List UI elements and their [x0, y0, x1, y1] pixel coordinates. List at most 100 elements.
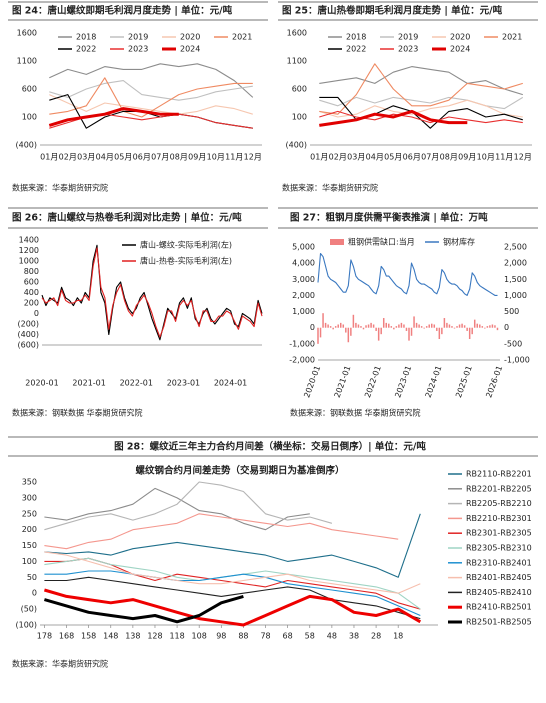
- bar: [423, 327, 425, 329]
- series-line: [44, 551, 421, 594]
- x-tick-label: 08月: [440, 153, 458, 162]
- x-tick-label: 168: [59, 632, 74, 641]
- bar: [405, 327, 408, 331]
- bar: [393, 327, 395, 330]
- legend-label: RB2501-RB2505: [466, 618, 532, 627]
- legend-label: RB2110-RB2201: [466, 470, 532, 479]
- legend-label: 2020: [450, 33, 470, 42]
- bar: [370, 322, 372, 328]
- bar: [400, 322, 403, 328]
- bar: [317, 327, 319, 344]
- x-tick-label: 2022-01: [363, 364, 383, 398]
- series-line: [43, 588, 422, 627]
- x-tick-label: 03月: [77, 153, 95, 162]
- x-tick-label: 118: [169, 632, 184, 641]
- bar: [456, 326, 458, 328]
- legend-label: RB2305-RB2310: [466, 544, 532, 553]
- bar: [458, 324, 461, 328]
- bar: [342, 324, 345, 328]
- series-line: [319, 110, 523, 124]
- x-tick-label: 18: [393, 632, 403, 641]
- series-line: [43, 594, 244, 624]
- chart-title: 图 26：唐山螺纹与热卷毛利润对比走势 | 单位：元/吨: [12, 212, 242, 224]
- bar: [418, 324, 420, 328]
- series-line: [41, 247, 263, 338]
- legend-label: 唐山-螺纹-实际毛利润(左): [140, 240, 232, 250]
- y2-tick-label: 2,000: [504, 259, 527, 268]
- bar: [446, 322, 448, 328]
- series-line: [319, 99, 523, 118]
- x-tick-label: 98: [216, 632, 226, 641]
- x-tick-label: 88: [238, 632, 248, 641]
- y-tick-label: (400): [17, 330, 39, 339]
- bar: [471, 327, 473, 335]
- x-tick-label: 158: [81, 632, 96, 641]
- bar: [347, 327, 350, 343]
- bar: [481, 326, 484, 328]
- x-tick-label: 11月: [495, 153, 513, 162]
- bar: [345, 327, 347, 333]
- source-note: 数据来源：钢联数据 华泰期货研究院: [12, 408, 143, 418]
- x-tick-label: 09月: [458, 153, 476, 162]
- y-tick-label: 300: [22, 493, 37, 502]
- y2-tick-label: 500: [504, 307, 519, 316]
- legend-label: RB2301-RB2305: [466, 529, 532, 538]
- y-tick-label: (100): [15, 621, 37, 630]
- x-tick-label: 108: [192, 632, 207, 641]
- legend-label: RB2410-RB2501: [466, 603, 532, 612]
- source-note: 数据来源：华泰期货研究院: [12, 183, 108, 193]
- y-tick-label: 1600: [17, 29, 37, 38]
- y-tick-label: 50: [27, 573, 37, 582]
- x-tick-label: 48: [327, 632, 337, 641]
- bar: [489, 325, 491, 328]
- chart-title: 图 25：唐山热卷即期毛利润月度走势 | 单位：元/吨: [282, 5, 503, 17]
- x-tick-label: 2020-01: [25, 379, 58, 388]
- source-note: 数据来源：钢联数据 华泰期货研究院: [290, 408, 421, 418]
- bar: [479, 324, 481, 328]
- x-tick-label: 2024-01: [214, 379, 247, 388]
- y-tick-label: 1400: [19, 236, 39, 245]
- x-tick-label: 06月: [403, 153, 421, 162]
- series-line: [44, 570, 421, 617]
- bar: [473, 319, 476, 328]
- bar: [433, 324, 436, 328]
- x-tick-label: 38: [349, 632, 359, 641]
- series-line: [44, 576, 421, 620]
- y-tick-label: (600): [17, 341, 39, 350]
- legend-label: RB2201-RB2205: [466, 484, 532, 493]
- y-tick-label: 400: [24, 288, 39, 297]
- y-tick-label: (400): [15, 141, 37, 150]
- x-tick-label: 2023-01: [167, 379, 200, 388]
- legend-label: RB2210-RB2301: [466, 514, 532, 523]
- x-tick-label: 09月: [188, 153, 206, 162]
- y-tick-label: 1000: [19, 257, 39, 266]
- y-tick-label: 1100: [287, 57, 307, 66]
- bar: [494, 325, 496, 328]
- bar: [468, 327, 471, 340]
- y-tick-label: 200: [24, 299, 39, 308]
- bar: [324, 322, 327, 328]
- y-tick-label: 800: [24, 267, 39, 276]
- x-tick-label: 2020-01: [302, 364, 322, 398]
- series-line: [319, 63, 523, 115]
- series-line: [49, 77, 253, 118]
- legend-label: 2018: [346, 33, 366, 42]
- x-tick-label: 04月: [366, 153, 384, 162]
- legend-label: 2019: [128, 33, 148, 42]
- bar: [415, 322, 418, 328]
- y-tick-label: 100: [292, 113, 307, 122]
- x-tick-label: 05月: [384, 153, 402, 162]
- source-note: 数据来源：华泰期货研究院: [282, 183, 378, 193]
- bar: [491, 324, 494, 328]
- bar: [496, 327, 499, 331]
- legend-label: 2023: [128, 45, 148, 54]
- x-tick-label: 04月: [96, 153, 114, 162]
- legend-label: 2018: [76, 33, 96, 42]
- y-tick-label: -2,000: [289, 356, 315, 365]
- chart-title: 图 24：唐山螺纹即期毛利润月度走势 | 单位：元/吨: [12, 5, 233, 17]
- series-line: [44, 481, 333, 531]
- bar: [436, 327, 438, 331]
- y2-tick-label: 2,500: [504, 243, 527, 252]
- bar: [486, 326, 489, 328]
